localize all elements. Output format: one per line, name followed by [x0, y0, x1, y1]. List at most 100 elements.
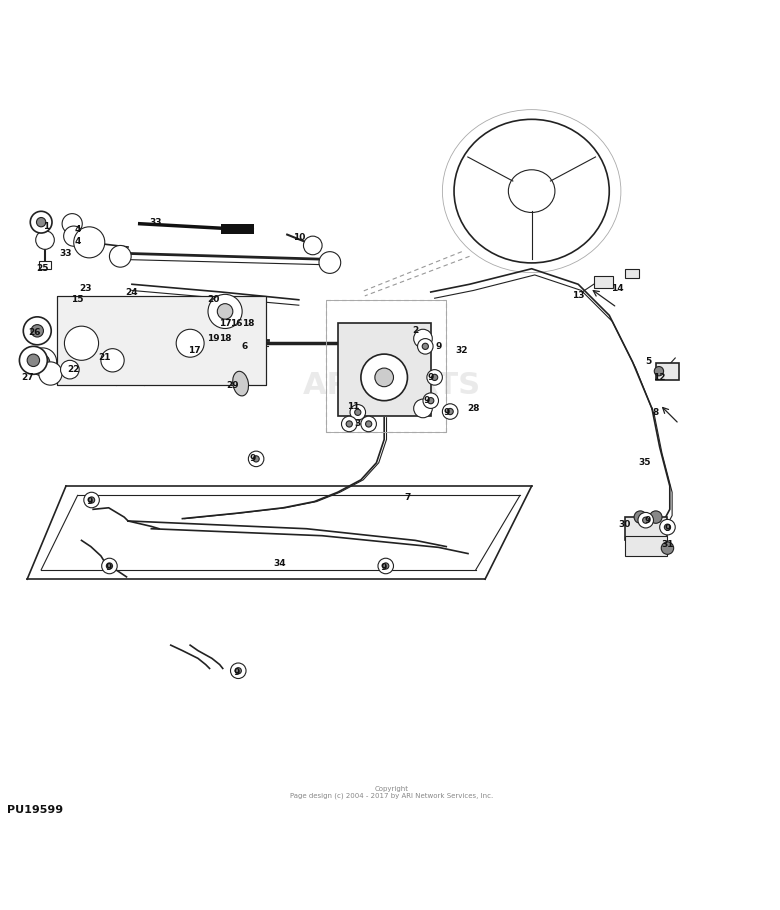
Text: 33: 33: [60, 248, 73, 258]
Text: 9: 9: [105, 563, 112, 572]
Text: 9: 9: [443, 408, 449, 417]
Text: 9: 9: [249, 454, 255, 463]
Text: 10: 10: [292, 233, 305, 242]
Text: 18: 18: [219, 334, 232, 343]
Bar: [57, 296, 266, 385]
Text: 29: 29: [226, 380, 239, 389]
Circle shape: [650, 511, 662, 523]
Circle shape: [109, 246, 131, 268]
Text: 16: 16: [230, 318, 243, 328]
Bar: [326, 299, 446, 431]
Circle shape: [378, 558, 393, 573]
Circle shape: [375, 368, 393, 387]
Circle shape: [36, 231, 55, 249]
Circle shape: [350, 405, 366, 420]
Text: 9: 9: [424, 396, 430, 405]
Circle shape: [218, 304, 233, 319]
Text: 4: 4: [74, 226, 81, 235]
Text: PU19599: PU19599: [7, 805, 63, 815]
Circle shape: [342, 416, 357, 431]
Text: 30: 30: [619, 521, 631, 530]
Bar: [625, 537, 668, 556]
Circle shape: [235, 668, 241, 674]
Text: 19: 19: [207, 334, 220, 343]
Text: ARI PARTS: ARI PARTS: [303, 370, 480, 399]
Text: 31: 31: [661, 540, 674, 549]
Circle shape: [422, 343, 428, 349]
Circle shape: [427, 398, 434, 404]
Text: 27: 27: [21, 373, 34, 382]
Circle shape: [231, 663, 246, 679]
Circle shape: [417, 339, 433, 354]
Circle shape: [248, 451, 264, 467]
Circle shape: [413, 399, 432, 418]
Circle shape: [638, 512, 654, 528]
Circle shape: [447, 409, 453, 415]
Circle shape: [27, 354, 40, 367]
Circle shape: [61, 360, 79, 379]
Circle shape: [355, 410, 361, 416]
Text: 34: 34: [273, 559, 285, 568]
Text: 12: 12: [654, 373, 666, 382]
Text: 9: 9: [427, 373, 434, 382]
Circle shape: [30, 211, 52, 233]
Circle shape: [74, 227, 105, 258]
Bar: [656, 363, 679, 379]
Circle shape: [253, 456, 259, 462]
Circle shape: [431, 374, 438, 380]
Text: 6: 6: [241, 342, 247, 351]
Circle shape: [64, 226, 83, 247]
Circle shape: [361, 354, 407, 400]
Circle shape: [88, 497, 94, 503]
Text: 7: 7: [404, 493, 410, 502]
Text: 9: 9: [645, 517, 651, 525]
Text: Copyright
Page design (c) 2004 - 2017 by ARI Network Services, Inc.: Copyright Page design (c) 2004 - 2017 by…: [290, 786, 494, 799]
Text: 5: 5: [645, 358, 651, 367]
Circle shape: [413, 329, 432, 348]
Circle shape: [106, 563, 112, 569]
Text: 9: 9: [665, 524, 671, 533]
Text: 28: 28: [467, 404, 480, 413]
Circle shape: [654, 367, 664, 376]
Bar: [222, 225, 254, 234]
Circle shape: [83, 492, 99, 508]
Circle shape: [29, 348, 57, 376]
Text: 9: 9: [86, 497, 93, 506]
Text: 15: 15: [71, 295, 84, 304]
Circle shape: [176, 329, 204, 358]
Text: 9: 9: [435, 342, 441, 351]
Circle shape: [423, 393, 438, 409]
Circle shape: [31, 325, 44, 337]
Circle shape: [65, 326, 98, 360]
Text: 26: 26: [29, 328, 41, 337]
Circle shape: [20, 347, 48, 374]
Circle shape: [643, 517, 649, 523]
Circle shape: [346, 420, 353, 427]
Bar: [594, 277, 613, 288]
Bar: [338, 323, 431, 416]
Circle shape: [383, 563, 389, 569]
Circle shape: [101, 349, 124, 372]
Text: 9: 9: [233, 668, 240, 677]
Text: 9: 9: [381, 563, 388, 572]
Text: 35: 35: [638, 459, 651, 467]
Text: 1: 1: [44, 221, 50, 230]
Text: 17: 17: [218, 318, 232, 328]
Ellipse shape: [232, 371, 249, 396]
Bar: [625, 517, 668, 541]
Text: 24: 24: [126, 288, 138, 297]
Circle shape: [208, 294, 242, 329]
Bar: [625, 268, 639, 278]
Circle shape: [101, 558, 117, 573]
Circle shape: [442, 404, 458, 420]
Circle shape: [665, 524, 671, 531]
Circle shape: [361, 416, 377, 431]
Text: 21: 21: [98, 353, 111, 362]
Circle shape: [62, 214, 82, 234]
Text: 23: 23: [79, 284, 91, 293]
Text: 2: 2: [412, 327, 418, 335]
Circle shape: [23, 317, 51, 345]
Circle shape: [660, 520, 675, 535]
Text: 13: 13: [572, 291, 584, 300]
Text: 22: 22: [68, 365, 80, 374]
